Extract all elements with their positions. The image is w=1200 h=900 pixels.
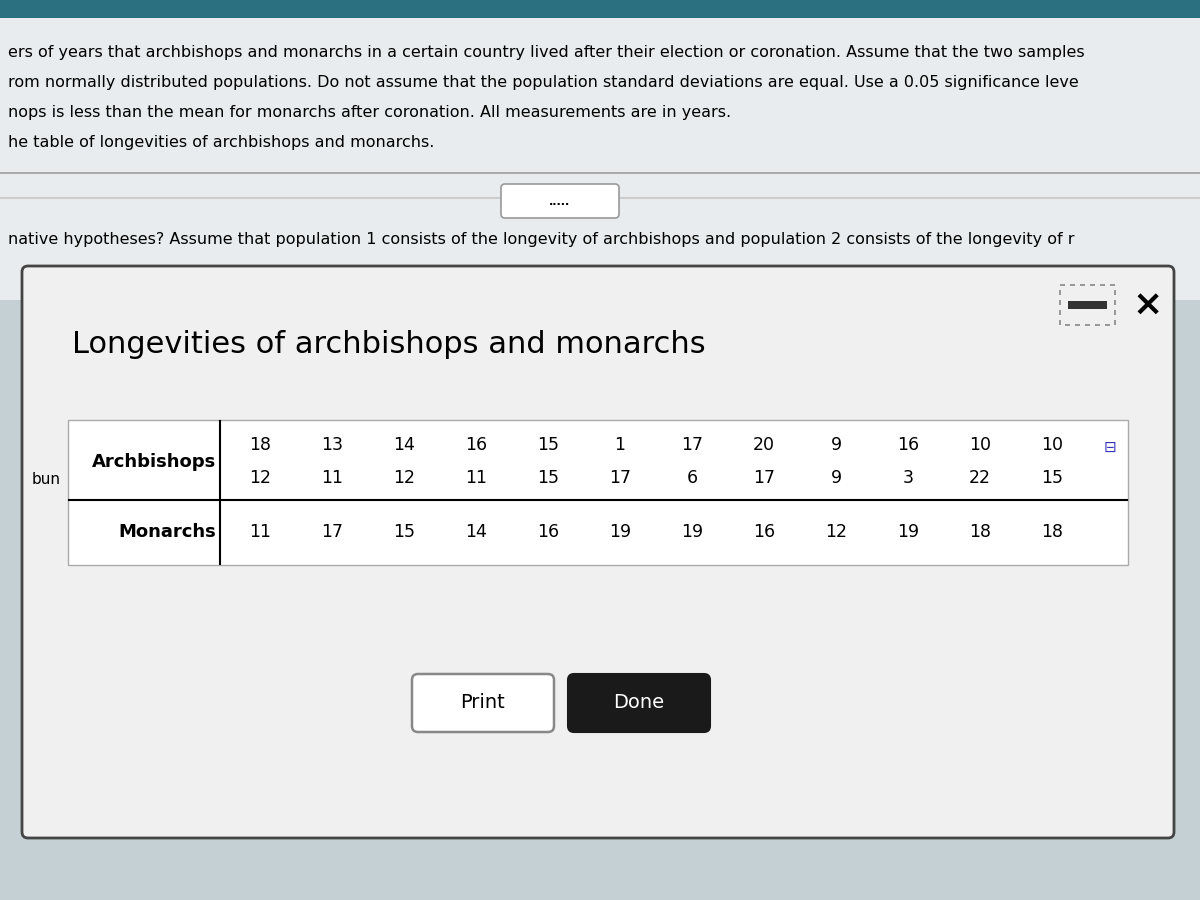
FancyBboxPatch shape	[22, 266, 1174, 838]
FancyBboxPatch shape	[0, 300, 1200, 900]
Text: 22: 22	[970, 469, 991, 487]
Text: 16: 16	[536, 523, 559, 541]
Text: 15: 15	[1042, 469, 1063, 487]
Text: he table of longevities of archbishops and monarchs.: he table of longevities of archbishops a…	[8, 135, 434, 150]
Text: 18: 18	[970, 523, 991, 541]
Text: 19: 19	[608, 523, 631, 541]
Text: 20: 20	[754, 436, 775, 454]
Text: 14: 14	[466, 523, 487, 541]
Text: 15: 15	[394, 523, 415, 541]
Text: 16: 16	[752, 523, 775, 541]
Text: Print: Print	[461, 694, 505, 713]
Text: 12: 12	[250, 469, 271, 487]
Text: 17: 17	[322, 523, 343, 541]
Text: 14: 14	[394, 436, 415, 454]
Text: bun: bun	[32, 472, 61, 488]
Text: 11: 11	[466, 469, 487, 487]
Text: Monarchs: Monarchs	[119, 523, 216, 541]
Text: 16: 16	[464, 436, 487, 454]
FancyBboxPatch shape	[0, 172, 1200, 174]
Text: 6: 6	[686, 469, 697, 487]
Text: 16: 16	[896, 436, 919, 454]
Text: 17: 17	[682, 436, 703, 454]
Text: 3: 3	[902, 469, 913, 487]
Text: 15: 15	[538, 469, 559, 487]
Text: 18: 18	[1042, 523, 1063, 541]
Text: rom normally distributed populations. Do not assume that the population standard: rom normally distributed populations. Do…	[8, 75, 1079, 90]
Text: 17: 17	[610, 469, 631, 487]
FancyBboxPatch shape	[502, 184, 619, 218]
Text: .....: .....	[550, 197, 571, 207]
Text: 9: 9	[830, 436, 841, 454]
Text: 11: 11	[250, 523, 271, 541]
Text: 15: 15	[538, 436, 559, 454]
FancyBboxPatch shape	[0, 197, 1200, 199]
FancyBboxPatch shape	[0, 0, 1200, 18]
Text: 10: 10	[1042, 436, 1063, 454]
Text: nops is less than the mean for monarchs after coronation. All measurements are i: nops is less than the mean for monarchs …	[8, 105, 731, 120]
Text: 10: 10	[970, 436, 991, 454]
Text: ⊟: ⊟	[1103, 439, 1116, 454]
Text: 19: 19	[896, 523, 919, 541]
Text: ers of years that archbishops and monarchs in a certain country lived after thei: ers of years that archbishops and monarc…	[8, 45, 1085, 60]
Text: Done: Done	[613, 694, 665, 713]
Text: 17: 17	[754, 469, 775, 487]
FancyBboxPatch shape	[68, 420, 1128, 565]
FancyBboxPatch shape	[568, 674, 710, 732]
Text: 12: 12	[826, 523, 847, 541]
Text: 1: 1	[614, 436, 625, 454]
Text: 13: 13	[322, 436, 343, 454]
Text: Archbishops: Archbishops	[91, 453, 216, 471]
Text: 18: 18	[250, 436, 271, 454]
Text: ×: ×	[1133, 288, 1163, 322]
Text: native hypotheses? Assume that population 1 consists of the longevity of archbis: native hypotheses? Assume that populatio…	[8, 232, 1074, 247]
Text: Longevities of archbishops and monarchs: Longevities of archbishops and monarchs	[72, 330, 706, 359]
FancyBboxPatch shape	[1068, 301, 1108, 309]
FancyBboxPatch shape	[0, 18, 1200, 300]
Text: 12: 12	[394, 469, 415, 487]
FancyBboxPatch shape	[412, 674, 554, 732]
Text: 11: 11	[322, 469, 343, 487]
Text: 9: 9	[830, 469, 841, 487]
Text: 19: 19	[680, 523, 703, 541]
